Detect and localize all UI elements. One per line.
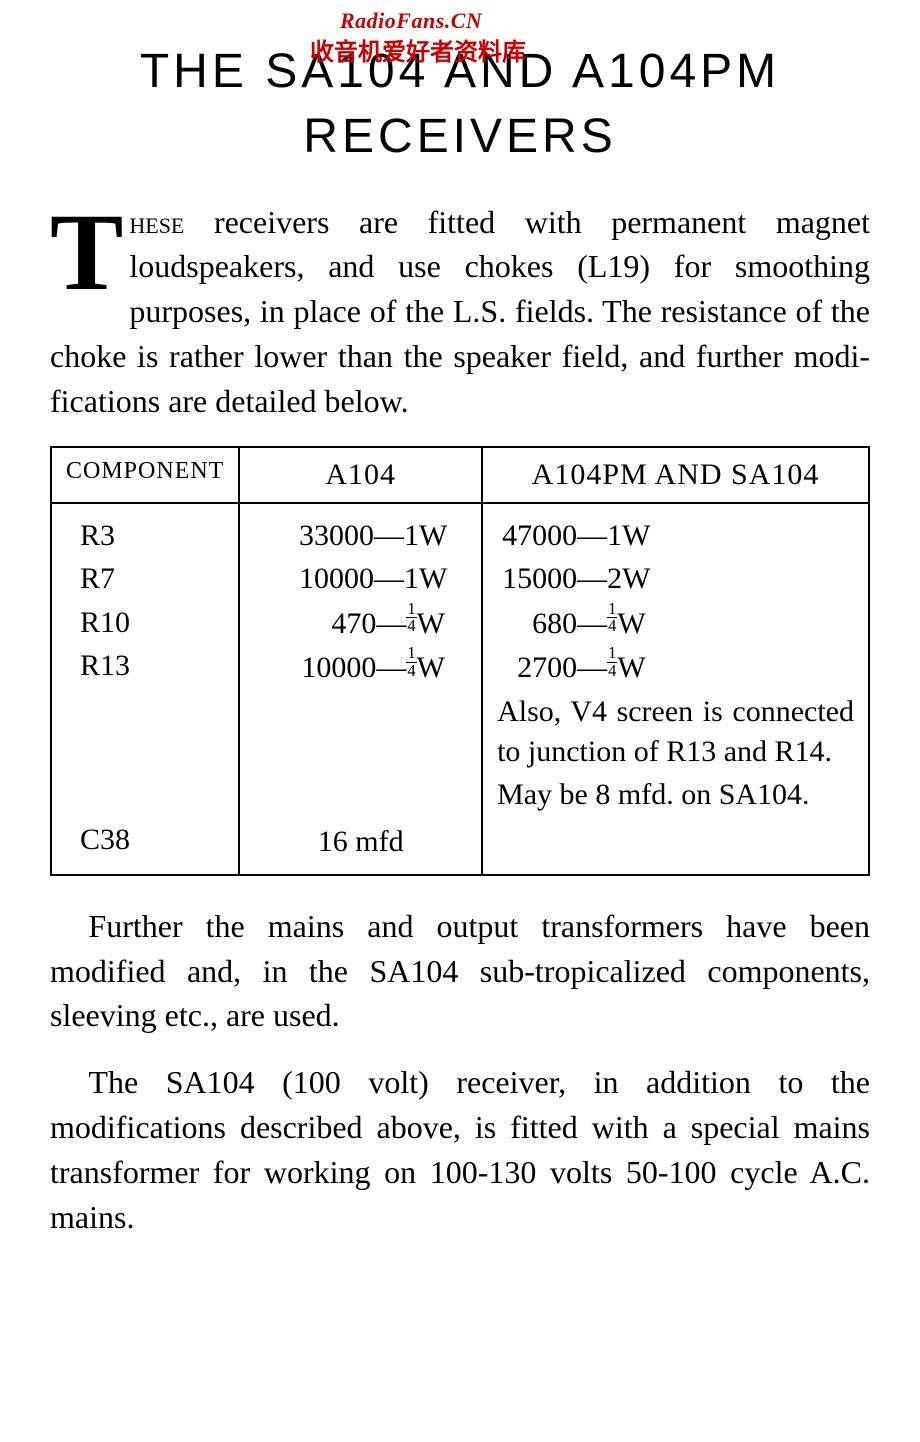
a104-r13: 10000—14W bbox=[254, 645, 467, 690]
a104-c38: 16 mfd bbox=[254, 820, 467, 864]
pm-note: Also, V4 screen is con­nected to junctio… bbox=[497, 692, 854, 773]
comp-r10: R10 bbox=[80, 601, 224, 645]
pm-r3: 47000—1W bbox=[497, 514, 854, 558]
a104-r7: 10000—1W bbox=[254, 557, 467, 601]
a104-r3: 33000—1W bbox=[254, 514, 467, 558]
comp-r3: R3 bbox=[80, 514, 224, 558]
comp-r13: R13 bbox=[80, 644, 224, 688]
dropcap-smallcaps: hese bbox=[129, 204, 184, 240]
pm-r10: 680—14W bbox=[497, 601, 854, 646]
paragraph-3: The SA104 (100 volt) receiver, in additi… bbox=[50, 1060, 870, 1239]
cell-components: R3 R7 R10 R13 C38 bbox=[51, 503, 239, 875]
watermark-cn: 收音机爱好者资料库 bbox=[310, 32, 526, 67]
cell-pm: 47000—1W 15000—2W 680—14W 2700—14W Also,… bbox=[482, 503, 869, 875]
comp-r7: R7 bbox=[80, 557, 224, 601]
comp-c38: C38 bbox=[80, 818, 224, 862]
dropcap: T bbox=[50, 200, 129, 300]
th-a104: A104 bbox=[239, 447, 482, 503]
th-a104pm-sa104: A104PM AND SA104 bbox=[482, 447, 869, 503]
intro-paragraph: These receivers are fitted with permanen… bbox=[50, 200, 870, 424]
watermark-en: RadioFans.CN bbox=[340, 8, 482, 34]
component-table: COMPONENT A104 A104PM AND SA104 R3 R7 R1… bbox=[50, 446, 870, 876]
paragraph-2: Further the mains and output transformer… bbox=[50, 904, 870, 1038]
th-component: COMPONENT bbox=[51, 447, 239, 503]
pm-c38: May be 8 mfd. on SA104. bbox=[497, 773, 854, 817]
pm-r7: 15000—2W bbox=[497, 557, 854, 601]
pm-r13: 2700—14W bbox=[497, 645, 854, 690]
cell-a104: 33000—1W 10000—1W 470—14W 10000—14W 16 m… bbox=[239, 503, 482, 875]
a104-r10: 470—14W bbox=[254, 601, 467, 646]
